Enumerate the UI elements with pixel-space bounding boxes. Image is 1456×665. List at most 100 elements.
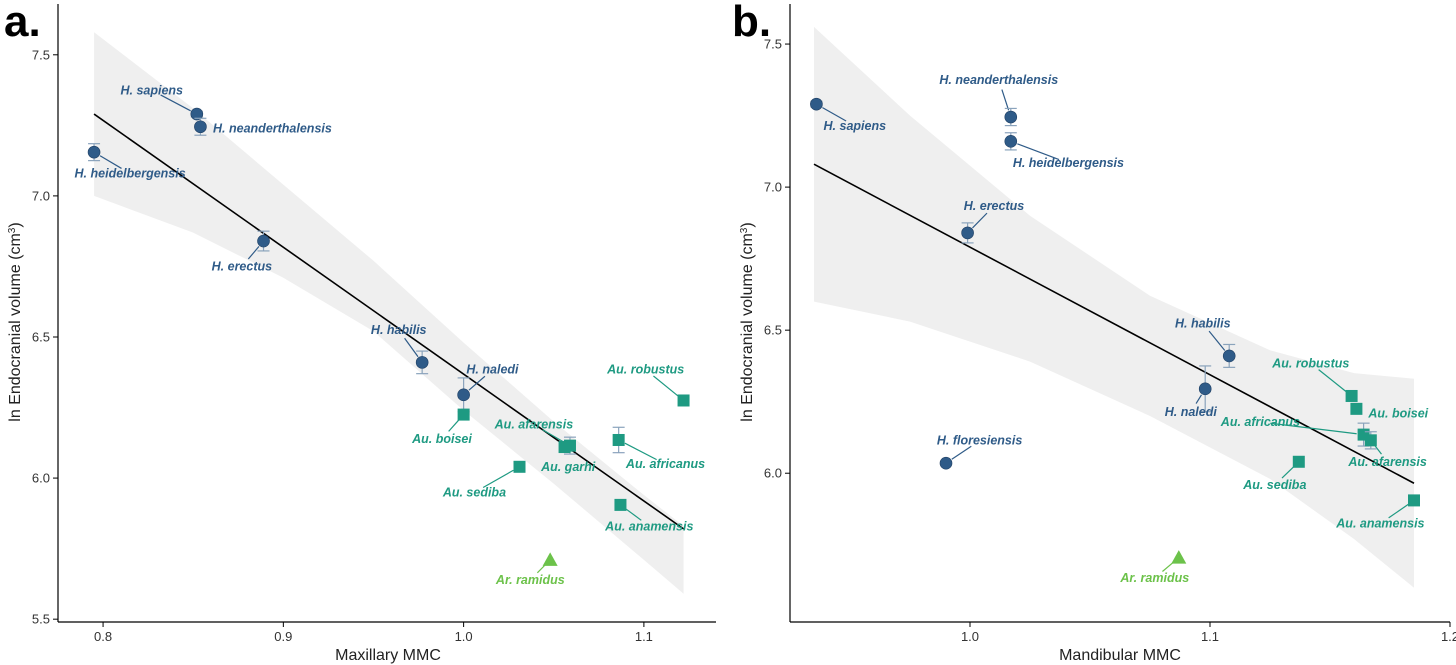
panel-b-point-label: Au. robustus	[1271, 356, 1349, 370]
panel-a-point-australopithecus	[457, 408, 470, 421]
panel-b-point-label: H. heidelbergensis	[1013, 156, 1124, 170]
panel-a-point-australopithecus	[558, 441, 571, 454]
panel-b-point-ardipithecus	[1171, 550, 1187, 564]
panel-b-point-australopithecus	[1345, 389, 1358, 402]
panel-a-label-leader	[542, 429, 565, 443]
panel-b-point-australopithecus	[1292, 455, 1305, 468]
panel-b-point-australopithecus	[1350, 402, 1363, 415]
panel-a-point-label: Au. africanus	[625, 457, 705, 471]
panel-b-point-homo	[1198, 382, 1212, 396]
panel-a-point-ardipithecus	[542, 552, 558, 566]
panel-a-point-label: Au. robustus	[606, 363, 684, 377]
panel-b-x-tick-label: 1.1	[1201, 629, 1219, 644]
panel-a-point-australopithecus	[513, 460, 526, 473]
panel-a-y-tick-label: 5.5	[32, 612, 50, 627]
panel-a-point-label: H. heidelbergensis	[75, 167, 186, 181]
panel-b-point-homo	[1004, 135, 1018, 148]
panel-a-label-leader	[404, 337, 419, 358]
panel-b-point-label: Au. sediba	[1242, 478, 1306, 492]
panel-b-point-homo	[939, 456, 953, 470]
panel-b-x-tick-label: 1.2	[1441, 629, 1456, 644]
panel-b-letter: b.	[732, 0, 771, 46]
panel-a-x-tick-label: 1.0	[455, 629, 473, 644]
panel-a-point-homo	[194, 120, 207, 134]
panel-b-point-homo	[1222, 349, 1236, 363]
panel-b-label-leader	[1388, 503, 1409, 519]
panel-b-point-australopithecus	[1408, 494, 1420, 507]
panel-a-point-australopithecus	[677, 394, 690, 407]
panel-a-confidence-band	[94, 32, 684, 594]
panel-b-point-label: Au. africanus	[1220, 415, 1300, 429]
panel-a-point-label: Au. afarensis	[494, 418, 574, 432]
panel-b-point-label: H. naledi	[1165, 405, 1218, 419]
panel-a-y-tick-label: 7.0	[32, 188, 50, 203]
panel-b-x-axis-title: Mandibular MMC	[1059, 647, 1181, 664]
panel-b-label-leader	[1162, 561, 1174, 572]
panel-a-x-tick-label: 0.9	[274, 629, 292, 644]
panel-b-mandibular-chart: b. Mandibular MMC ln Endocranial volume …	[732, 0, 1456, 664]
panel-b-point-label: H. habilis	[1175, 316, 1231, 330]
panel-a-point-australopithecus	[614, 498, 627, 511]
panel-a-label-leader	[482, 469, 514, 489]
panel-a-label-leader	[247, 246, 260, 260]
panel-a-point-homo	[415, 356, 429, 369]
panel-a-label-leader	[448, 419, 460, 432]
panel-a-letter: a.	[4, 0, 41, 46]
panel-a-point-label: Au. boisei	[411, 432, 472, 446]
panel-a-point-australopithecus	[612, 433, 625, 446]
panel-a-point-label: Au. garhi	[540, 460, 596, 474]
panel-b-x-tick-label: 1.0	[961, 629, 979, 644]
panel-b-label-leader	[1270, 422, 1357, 435]
panel-a-point-homo	[457, 388, 470, 402]
panel-b-label-leader	[822, 107, 847, 122]
panel-b-label-leader	[972, 212, 988, 229]
panel-b-y-tick-label: 7.0	[764, 180, 782, 195]
panel-a-point-homo	[190, 107, 204, 121]
panel-b-point-label: Au. afarensis	[1347, 455, 1427, 469]
panel-b-point-label: Au. anamensis	[1335, 517, 1424, 531]
panel-b-label-leader	[1208, 330, 1226, 351]
panel-b-y-tick-label: 6.0	[764, 466, 782, 481]
panel-a-label-leader	[625, 508, 642, 521]
panel-b-label-leader	[1318, 369, 1347, 393]
panel-b-label-leader	[951, 445, 972, 460]
panel-a-label-leader	[653, 375, 679, 397]
panel-b-point-label: H. erectus	[964, 199, 1024, 213]
panel-b-point-label: Ar. ramidus	[1119, 571, 1189, 585]
panel-b-label-leader	[1374, 445, 1382, 455]
panel-b-y-tick-label: 6.5	[764, 323, 782, 338]
panel-a-label-leader	[536, 564, 546, 574]
panel-b-regression-line	[813, 163, 1415, 484]
panel-b-point-homo	[1004, 110, 1018, 124]
panel-b-point-label: H. floresiensis	[937, 434, 1022, 448]
panel-b-point-label: H. sapiens	[824, 119, 887, 133]
panel-b-y-tick-label: 7.5	[764, 37, 782, 52]
panel-a-y-tick-label: 7.5	[32, 47, 50, 62]
panel-a-point-label: Au. anamensis	[604, 519, 693, 533]
panel-a-point-label: H. naledi	[466, 363, 519, 377]
panel-a-regression-line	[93, 113, 685, 530]
panel-a-x-axis-title: Maxillary MMC	[335, 647, 441, 664]
panel-a-point-label: Au. sediba	[442, 485, 506, 499]
panel-b-label-leader	[1001, 89, 1010, 111]
panel-b-confidence-band	[814, 26, 1414, 588]
panel-a-point-label: H. sapiens	[120, 83, 183, 97]
panel-a-label-leader	[99, 155, 122, 169]
panel-b-point-homo	[810, 97, 823, 111]
panel-a-label-leader	[160, 94, 191, 112]
panel-a-y-axis-title: ln Endocranial volume (cm3)	[7, 222, 25, 421]
panel-a-point-label: Ar. ramidus	[495, 573, 565, 587]
panel-b-label-leader	[1281, 466, 1295, 479]
panel-a-y-tick-label: 6.0	[32, 471, 50, 486]
panel-b-label-leader	[1017, 143, 1060, 161]
panel-a-point-label: H. neanderthalensis	[213, 121, 332, 135]
panel-b-point-label: H. neanderthalensis	[939, 73, 1058, 87]
panel-a-label-leader	[624, 442, 657, 461]
panel-a-point-homo	[257, 234, 270, 248]
panel-a-label-leader	[468, 375, 486, 391]
panel-b-point-australopithecus	[1364, 434, 1377, 447]
panel-a-x-tick-label: 1.1	[635, 629, 653, 644]
panel-b-point-homo	[961, 226, 974, 240]
panel-b-y-axis-title: ln Endocranial volume (cm3)	[739, 222, 757, 421]
